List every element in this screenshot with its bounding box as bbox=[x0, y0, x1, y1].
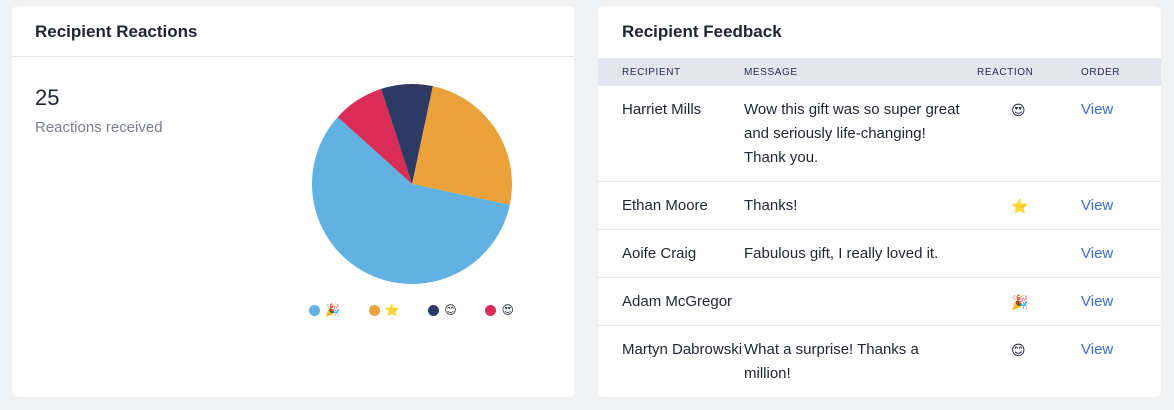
recipient-name: Aoife Craig bbox=[622, 245, 697, 262]
legend-label: ⭐ bbox=[384, 303, 400, 317]
feedback-table: RECIPIENT MESSAGE REACTION ORDER Harriet… bbox=[598, 58, 1161, 397]
feedback-card-title: Recipient Feedback bbox=[622, 22, 782, 41]
view-order-link[interactable]: View bbox=[1081, 101, 1114, 118]
view-order-link[interactable]: View bbox=[1081, 197, 1114, 214]
pie-slice[interactable] bbox=[381, 84, 433, 184]
legend-item[interactable]: 😊 bbox=[428, 304, 457, 316]
legend-swatch bbox=[485, 304, 497, 316]
recipient-name: Martyn Dabrowski bbox=[622, 341, 743, 358]
feedback-message: Fabulous gift, I really loved it. bbox=[744, 245, 939, 262]
column-header-reaction: REACTION bbox=[977, 66, 1034, 78]
column-header-recipient: RECIPIENT bbox=[622, 66, 681, 78]
reaction-emoji: 😊 bbox=[1011, 342, 1026, 358]
reactions-pie-chart bbox=[311, 84, 512, 285]
reactions-count-label: Reactions received bbox=[35, 119, 163, 136]
table-row: Aoife Craig Fabulous gift, I really loved… bbox=[598, 230, 1161, 278]
legend-label: 😍 bbox=[501, 303, 514, 317]
legend-label: 🎉 bbox=[325, 303, 340, 317]
pie-slice[interactable] bbox=[412, 86, 512, 205]
table-row: Adam McGregor 🎉 View bbox=[598, 278, 1161, 326]
feedback-table-header: RECIPIENT MESSAGE REACTION ORDER bbox=[598, 58, 1161, 86]
legend-item[interactable]: 😍 bbox=[485, 304, 514, 316]
feedback-message: Thanks! bbox=[744, 197, 798, 214]
legend-swatch bbox=[428, 304, 440, 316]
reaction-emoji bbox=[975, 230, 1079, 278]
table-row: Martyn Dabrowski What a surprise! Thanks … bbox=[598, 326, 1161, 398]
reactions-count: 25 bbox=[35, 85, 60, 110]
feedback-message: What a surprise! Thanks a million! bbox=[744, 341, 919, 382]
column-header-message: MESSAGE bbox=[744, 66, 798, 78]
view-order-link[interactable]: View bbox=[1081, 341, 1114, 358]
pie-legend: 🎉 ⭐ 😊 😍 bbox=[309, 304, 514, 316]
feedback-message: Wow this gift was so super great and ser… bbox=[744, 101, 960, 166]
recipient-name: Harriet Mills bbox=[622, 101, 702, 118]
legend-swatch bbox=[309, 304, 320, 316]
view-order-link[interactable]: View bbox=[1081, 245, 1114, 262]
column-header-order: ORDER bbox=[1081, 66, 1121, 78]
reaction-emoji: 🎉 bbox=[1011, 294, 1029, 310]
recipient-name: Adam McGregor bbox=[622, 293, 733, 310]
legend-item[interactable]: ⭐ bbox=[368, 303, 400, 317]
legend-label: 😊 bbox=[444, 303, 457, 317]
legend-item[interactable]: 🎉 bbox=[309, 304, 340, 316]
legend-swatch bbox=[368, 304, 380, 316]
pie-slice[interactable] bbox=[337, 88, 412, 184]
feedback-message bbox=[744, 278, 975, 326]
recipient-name: Ethan Moore bbox=[622, 197, 708, 214]
reactions-card-title: Recipient Reactions bbox=[12, 6, 574, 57]
pie-slice[interactable] bbox=[311, 117, 510, 285]
recipient-feedback-card: Recipient Feedback RECIPIENT MESSAGE REA… bbox=[598, 6, 1161, 397]
recipient-reactions-card: Recipient Reactions 25 Reactions receive… bbox=[12, 6, 574, 397]
view-order-link[interactable]: View bbox=[1081, 293, 1114, 310]
table-row: Ethan Moore Thanks! ⭐ View bbox=[598, 182, 1161, 230]
table-row: Harriet Mills Wow this gift was so super … bbox=[598, 86, 1161, 182]
reaction-emoji: 😍 bbox=[1011, 102, 1026, 118]
reaction-emoji: ⭐ bbox=[1011, 198, 1029, 214]
